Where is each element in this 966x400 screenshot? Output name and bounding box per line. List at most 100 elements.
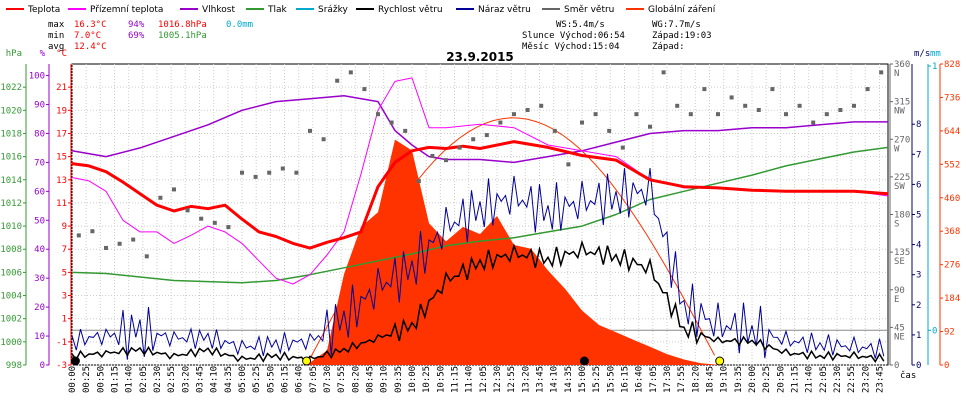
wind-dir-point xyxy=(811,120,816,125)
radiation-tick-label: 92 xyxy=(944,328,955,338)
x-unit-label: čas xyxy=(900,370,916,381)
wind-dir-tick-sublabel: SE xyxy=(894,257,905,267)
stats-moonrise: Měsíc Východ:15:04 xyxy=(522,42,620,52)
pressure-tick-label: 1008 xyxy=(0,245,22,255)
temperature-axis-title: °C xyxy=(56,49,67,59)
pressure-tick-label: 1014 xyxy=(0,176,22,186)
wind-speed-axis-title: m/s xyxy=(914,49,930,59)
pressure-tick-label: 1016 xyxy=(0,153,22,163)
x-tick-label: 11:15 xyxy=(451,366,461,393)
legend-label: Vlhkost xyxy=(202,5,235,15)
wind-dir-point xyxy=(512,112,516,117)
wind-dir-point xyxy=(144,254,149,259)
wind-dir-point xyxy=(335,78,340,83)
pressure-axis-title: hPa xyxy=(6,49,22,59)
wind-dir-point xyxy=(852,103,856,108)
x-tick-label: 16:40 xyxy=(635,366,645,393)
x-tick-label: 01:40 xyxy=(125,366,135,393)
radiation-tick-label: 644 xyxy=(944,127,960,137)
pressure-tick-label: 1012 xyxy=(0,199,22,209)
wind-dir-point xyxy=(566,162,571,167)
wind-dir-point xyxy=(104,245,108,250)
wind-dir-tick-label: 45 xyxy=(894,323,905,333)
x-tick-label: 06:40 xyxy=(295,366,305,393)
legend-label: Přízemní teplota xyxy=(90,5,163,15)
humidity-tick-label: 80 xyxy=(34,129,45,139)
wind-dir-point xyxy=(444,158,448,163)
rain-axis-title: mm xyxy=(930,49,941,59)
x-tick-label: 13:45 xyxy=(536,366,546,393)
x-tick-label: 17:30 xyxy=(663,366,673,393)
x-tick-label: 02:55 xyxy=(167,366,177,393)
wind-dir-tick-label: 180 xyxy=(894,211,910,221)
wind-speed-tick-label: 4 xyxy=(916,241,921,251)
x-tick-label: 07:05 xyxy=(309,366,319,393)
x-tick-label: 21:40 xyxy=(805,366,815,393)
legend-label: Srážky xyxy=(318,5,349,15)
temperature-tick-label: 13 xyxy=(56,176,67,186)
wind-dir-point xyxy=(620,145,625,150)
x-tick-label: 22:55 xyxy=(847,366,857,393)
wind-dir-point xyxy=(212,220,217,225)
rain-tick-label: 1 xyxy=(932,62,937,72)
wind-dir-point xyxy=(90,229,95,234)
temperature-tick-label: 3 xyxy=(62,292,67,302)
stats-max-temp: 16.3°C xyxy=(74,20,107,30)
wind-dir-point xyxy=(729,95,734,100)
temperature-tick-label: 17 xyxy=(56,129,67,139)
legend-label: Globální záření xyxy=(648,5,716,15)
wind-dir-tick-label: 360 xyxy=(894,60,910,70)
humidity-tick-label: 0 xyxy=(40,361,45,371)
wind-dir-point xyxy=(484,133,489,138)
pressure-tick-label: 1000 xyxy=(0,338,22,348)
wind-speed-tick-label: 1 xyxy=(916,331,921,341)
humidity-tick-label: 90 xyxy=(34,101,45,111)
series-line-teplota xyxy=(71,140,889,250)
wind-dir-tick-sublabel: NW xyxy=(894,107,905,117)
wind-dir-point xyxy=(308,128,312,133)
wind-dir-point xyxy=(525,107,530,112)
wind-dir-point xyxy=(824,112,829,117)
wind-dir-point xyxy=(661,70,666,75)
marker-sunset xyxy=(715,356,725,366)
wind-dir-point xyxy=(865,87,870,92)
x-tick-label: 03:45 xyxy=(196,366,206,393)
wind-dir-point xyxy=(743,103,748,108)
wind-speed-tick-label: 6 xyxy=(916,180,921,190)
x-tick-label: 15:50 xyxy=(606,366,616,393)
wind-dir-point xyxy=(716,112,720,117)
radiation-tick-label: 184 xyxy=(944,294,960,304)
wind-dir-point xyxy=(648,124,652,129)
wind-dir-point xyxy=(471,137,476,142)
x-tick-label: 10:25 xyxy=(422,366,432,393)
wind-dir-point xyxy=(376,112,380,117)
x-tick-label: 22:30 xyxy=(833,366,843,393)
wind-dir-point xyxy=(389,120,394,125)
humidity-tick-label: 50 xyxy=(34,216,45,226)
x-tick-label: 06:15 xyxy=(281,366,291,393)
wind-dir-point xyxy=(607,128,612,133)
wind-dir-tick-label: 135 xyxy=(894,248,910,258)
wind-dir-point xyxy=(702,87,707,92)
temperature-tick-label: 7 xyxy=(62,245,67,255)
pressure-tick-label: 1002 xyxy=(0,315,22,325)
wind-dir-point xyxy=(416,179,421,184)
radiation-tick-label: 368 xyxy=(944,227,960,237)
x-tick-label: 19:35 xyxy=(734,366,744,393)
wind-dir-tick-label: 225 xyxy=(894,173,910,183)
wind-dir-point xyxy=(280,166,285,171)
stats-min-hum: 69% xyxy=(128,31,145,41)
x-tick-label: 09:10 xyxy=(380,366,390,393)
stats-ws: WS:5.4m/s xyxy=(556,20,605,30)
series-line-naraz-vetru xyxy=(71,168,885,360)
pressure-tick-label: 998 xyxy=(6,361,22,371)
marker-sunrise xyxy=(302,356,312,366)
stats-max-label: max xyxy=(48,20,65,30)
wind-dir-point xyxy=(226,225,231,230)
wind-dir-tick-label: 0 xyxy=(894,361,899,371)
x-tick-label: 10:00 xyxy=(408,366,418,393)
x-tick-label: 00:25 xyxy=(82,366,92,393)
x-tick-label: 00:00 xyxy=(68,366,78,393)
wind-dir-point xyxy=(240,170,244,175)
marker-moonset xyxy=(70,356,80,366)
